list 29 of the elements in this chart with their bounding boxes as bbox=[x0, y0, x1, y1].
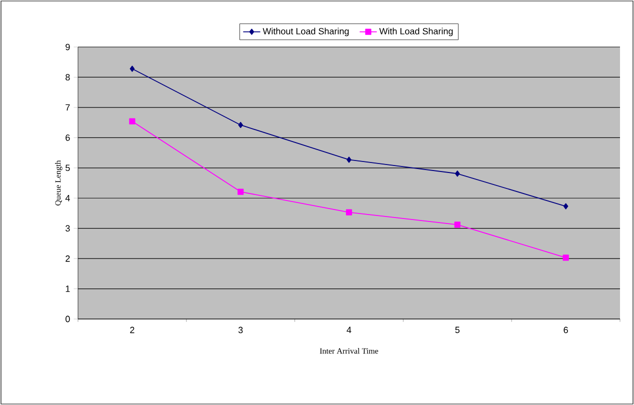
x-tick-label: 2 bbox=[130, 326, 134, 334]
point bbox=[454, 222, 460, 228]
x-tick-label: 5 bbox=[455, 326, 460, 334]
y-tick-label: 3 bbox=[66, 225, 70, 232]
y-axis-title: Queue Length bbox=[55, 160, 62, 206]
y-tick-label: 9 bbox=[66, 44, 70, 50]
point bbox=[562, 254, 569, 261]
legend-label: Without Load Sharing bbox=[262, 28, 349, 36]
y-tick-label: 0 bbox=[66, 316, 70, 322]
y-tick-label: 8 bbox=[66, 74, 70, 80]
point bbox=[346, 209, 352, 216]
y-tick-label: 4 bbox=[65, 195, 70, 202]
point bbox=[238, 188, 244, 195]
x-tick-label: 4 bbox=[346, 326, 352, 333]
y-tick-label: 6 bbox=[66, 134, 70, 141]
x-tick-label: 3 bbox=[238, 326, 243, 334]
point bbox=[238, 122, 243, 128]
x-tick-label: 6 bbox=[564, 326, 568, 334]
point bbox=[346, 156, 352, 163]
y-tick-label: 1 bbox=[66, 286, 70, 292]
point bbox=[455, 170, 460, 177]
x-axis-title: Inter Arrival Time bbox=[320, 348, 378, 354]
legend-label: With Load Sharing bbox=[379, 28, 453, 36]
y-tick-label: 5 bbox=[66, 164, 70, 172]
y-tick-label: 7 bbox=[66, 104, 70, 111]
point bbox=[563, 203, 568, 210]
y-tick-label: 2 bbox=[66, 255, 70, 262]
point bbox=[130, 66, 135, 72]
point bbox=[129, 118, 136, 124]
